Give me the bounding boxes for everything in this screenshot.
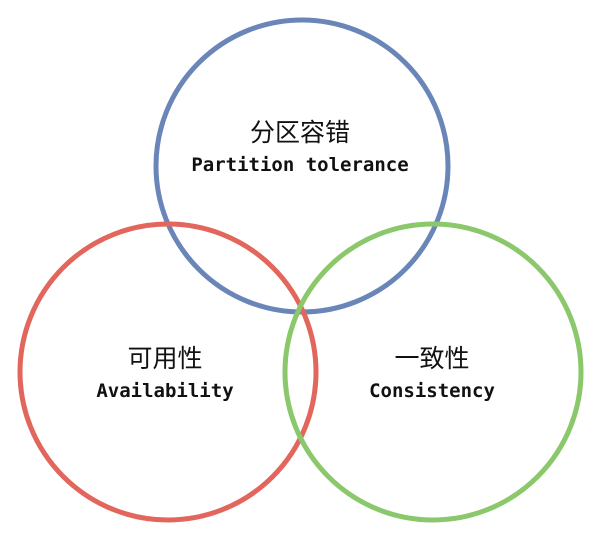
- availability-label-cn: 可用性: [127, 344, 202, 373]
- consistency-label-en: Consistency: [369, 380, 495, 402]
- partition-tolerance-label-en: Partition tolerance: [191, 154, 408, 176]
- partition-tolerance-label-cn: 分区容错: [250, 118, 350, 147]
- consistency-circle: [282, 221, 584, 523]
- availability-label-en: Availability: [96, 380, 233, 402]
- availability-circle: [17, 221, 319, 523]
- consistency-label-cn: 一致性: [394, 344, 469, 373]
